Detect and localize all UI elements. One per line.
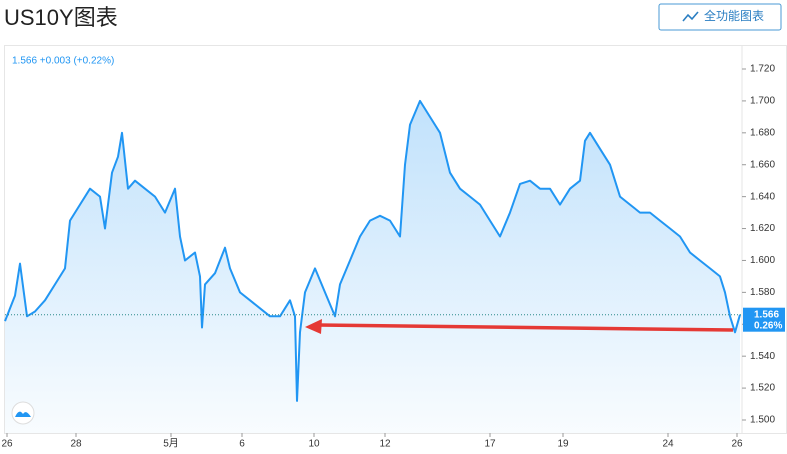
x-tick-label: 12 (379, 439, 391, 450)
x-tick-label: 17 (484, 439, 496, 450)
last-change-label: 0.26% (754, 320, 782, 331)
y-tick-label: 1.620 (750, 223, 775, 234)
y-tick-label: 1.700 (750, 96, 775, 107)
x-tick-label: 26 (731, 439, 743, 450)
y-tick-label: 1.680 (750, 127, 775, 138)
x-tick-label: 26 (1, 439, 13, 450)
y-tick-label: 1.500 (750, 415, 775, 426)
full-chart-button[interactable] (658, 3, 782, 31)
annotation-arrow (317, 323, 734, 332)
y-tick-label: 1.540 (750, 351, 775, 362)
y-tick-label: 1.720 (750, 64, 775, 75)
x-tick-label: 24 (662, 439, 674, 450)
button-label: 全功能图表 (704, 8, 764, 23)
y-tick-label: 1.600 (750, 255, 775, 266)
x-tick-label: 19 (557, 439, 569, 450)
chart-icon (682, 11, 699, 22)
y-tick-label: 1.660 (750, 159, 775, 170)
price-line (4, 99, 741, 402)
x-tick-label: 10 (308, 439, 320, 450)
logo (15, 411, 31, 417)
x-tick-label: 28 (70, 439, 82, 450)
area (5, 100, 740, 434)
x-tick-label: 6 (239, 439, 245, 450)
y-tick-label: 1.520 (750, 383, 775, 394)
logo-badge (11, 401, 35, 425)
y-tick-label: 1.580 (750, 287, 775, 298)
title: US10Y图表 (4, 5, 118, 30)
y-tick-label: 1.640 (750, 191, 775, 202)
quote: 1.566 +0.003 (+0.22%) (12, 56, 114, 67)
last-price-label: 1.566 (754, 309, 779, 320)
annotation-arrowhead (305, 319, 322, 334)
x-tick-label: 5月 (163, 438, 179, 450)
last-price-box (743, 307, 785, 332)
